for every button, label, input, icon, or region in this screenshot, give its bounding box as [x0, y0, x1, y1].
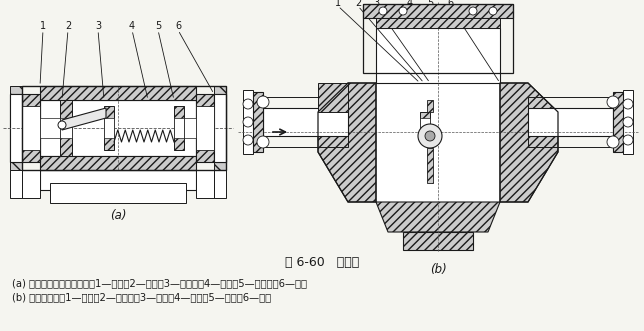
Bar: [363, 4, 513, 18]
Text: 5: 5: [427, 0, 433, 8]
Bar: [214, 170, 226, 198]
Circle shape: [243, 135, 253, 145]
Text: 4: 4: [129, 21, 135, 31]
Bar: [40, 100, 196, 156]
Text: (b) 横式止回阀：1—阀盖；2—阀芯座；3—阀芯；4—钢珠；5—导套；6—阀体: (b) 横式止回阀：1—阀盖；2—阀芯座；3—阀芯；4—钢珠；5—导套；6—阀体: [12, 292, 271, 302]
Bar: [22, 106, 40, 150]
Bar: [10, 86, 22, 170]
Polygon shape: [318, 83, 348, 112]
Bar: [403, 232, 473, 250]
Bar: [10, 94, 22, 162]
Circle shape: [257, 96, 269, 108]
Text: 6: 6: [175, 21, 181, 31]
Bar: [214, 86, 226, 170]
Bar: [104, 118, 114, 138]
Bar: [613, 92, 623, 152]
Bar: [363, 4, 513, 73]
Text: 图 6-60   止回阀: 图 6-60 止回阀: [285, 256, 359, 268]
Bar: [50, 183, 186, 203]
Text: 3: 3: [373, 0, 379, 8]
Circle shape: [379, 7, 387, 15]
Circle shape: [58, 121, 66, 129]
Bar: [420, 112, 430, 142]
Bar: [196, 170, 214, 198]
Bar: [196, 106, 214, 150]
Bar: [174, 118, 184, 138]
Text: 3: 3: [95, 21, 101, 31]
Polygon shape: [376, 202, 500, 232]
Bar: [22, 170, 40, 198]
Bar: [214, 94, 226, 162]
Circle shape: [607, 136, 619, 148]
Bar: [104, 106, 114, 150]
Circle shape: [623, 117, 633, 127]
Bar: [214, 94, 226, 162]
Text: 2: 2: [355, 0, 361, 8]
Bar: [420, 118, 430, 136]
Text: 4: 4: [407, 0, 413, 8]
Text: (b): (b): [430, 263, 446, 276]
Bar: [243, 90, 253, 154]
Circle shape: [489, 7, 497, 15]
Text: 1: 1: [40, 21, 46, 31]
Bar: [253, 92, 263, 152]
Bar: [22, 94, 40, 162]
Text: 5: 5: [155, 21, 161, 31]
Bar: [10, 94, 22, 162]
Circle shape: [243, 117, 253, 127]
Bar: [60, 100, 72, 156]
Bar: [263, 108, 348, 136]
Bar: [60, 118, 72, 138]
Bar: [176, 118, 196, 138]
Text: (a): (a): [109, 210, 126, 222]
Bar: [427, 100, 433, 112]
Text: (a) 法兰接头的筒式止回阀：1—阀座；2—阀芯；3—阀芯座；4—弹簧；5—支承座；6—阀体: (a) 法兰接头的筒式止回阀：1—阀座；2—阀芯；3—阀芯座；4—弹簧；5—支承…: [12, 278, 307, 288]
Circle shape: [623, 135, 633, 145]
Bar: [263, 97, 348, 147]
Bar: [427, 148, 433, 183]
Circle shape: [469, 7, 477, 15]
Bar: [376, 83, 500, 202]
Polygon shape: [500, 83, 558, 202]
Text: 6: 6: [447, 0, 453, 8]
Bar: [174, 106, 184, 150]
Bar: [528, 108, 613, 136]
Circle shape: [399, 7, 407, 15]
Bar: [10, 170, 22, 198]
Circle shape: [425, 131, 435, 141]
Bar: [40, 170, 196, 190]
Bar: [40, 156, 196, 170]
Polygon shape: [62, 108, 106, 130]
Circle shape: [623, 99, 633, 109]
Circle shape: [418, 124, 442, 148]
Text: 2: 2: [65, 21, 71, 31]
Bar: [528, 97, 613, 147]
Bar: [623, 90, 633, 154]
Bar: [376, 18, 500, 28]
Text: 1: 1: [335, 0, 341, 8]
Bar: [22, 86, 226, 170]
Circle shape: [257, 136, 269, 148]
Polygon shape: [318, 83, 376, 202]
Bar: [196, 94, 214, 162]
Bar: [40, 118, 60, 138]
Circle shape: [243, 99, 253, 109]
Bar: [376, 28, 500, 83]
Circle shape: [607, 96, 619, 108]
Bar: [40, 86, 196, 100]
